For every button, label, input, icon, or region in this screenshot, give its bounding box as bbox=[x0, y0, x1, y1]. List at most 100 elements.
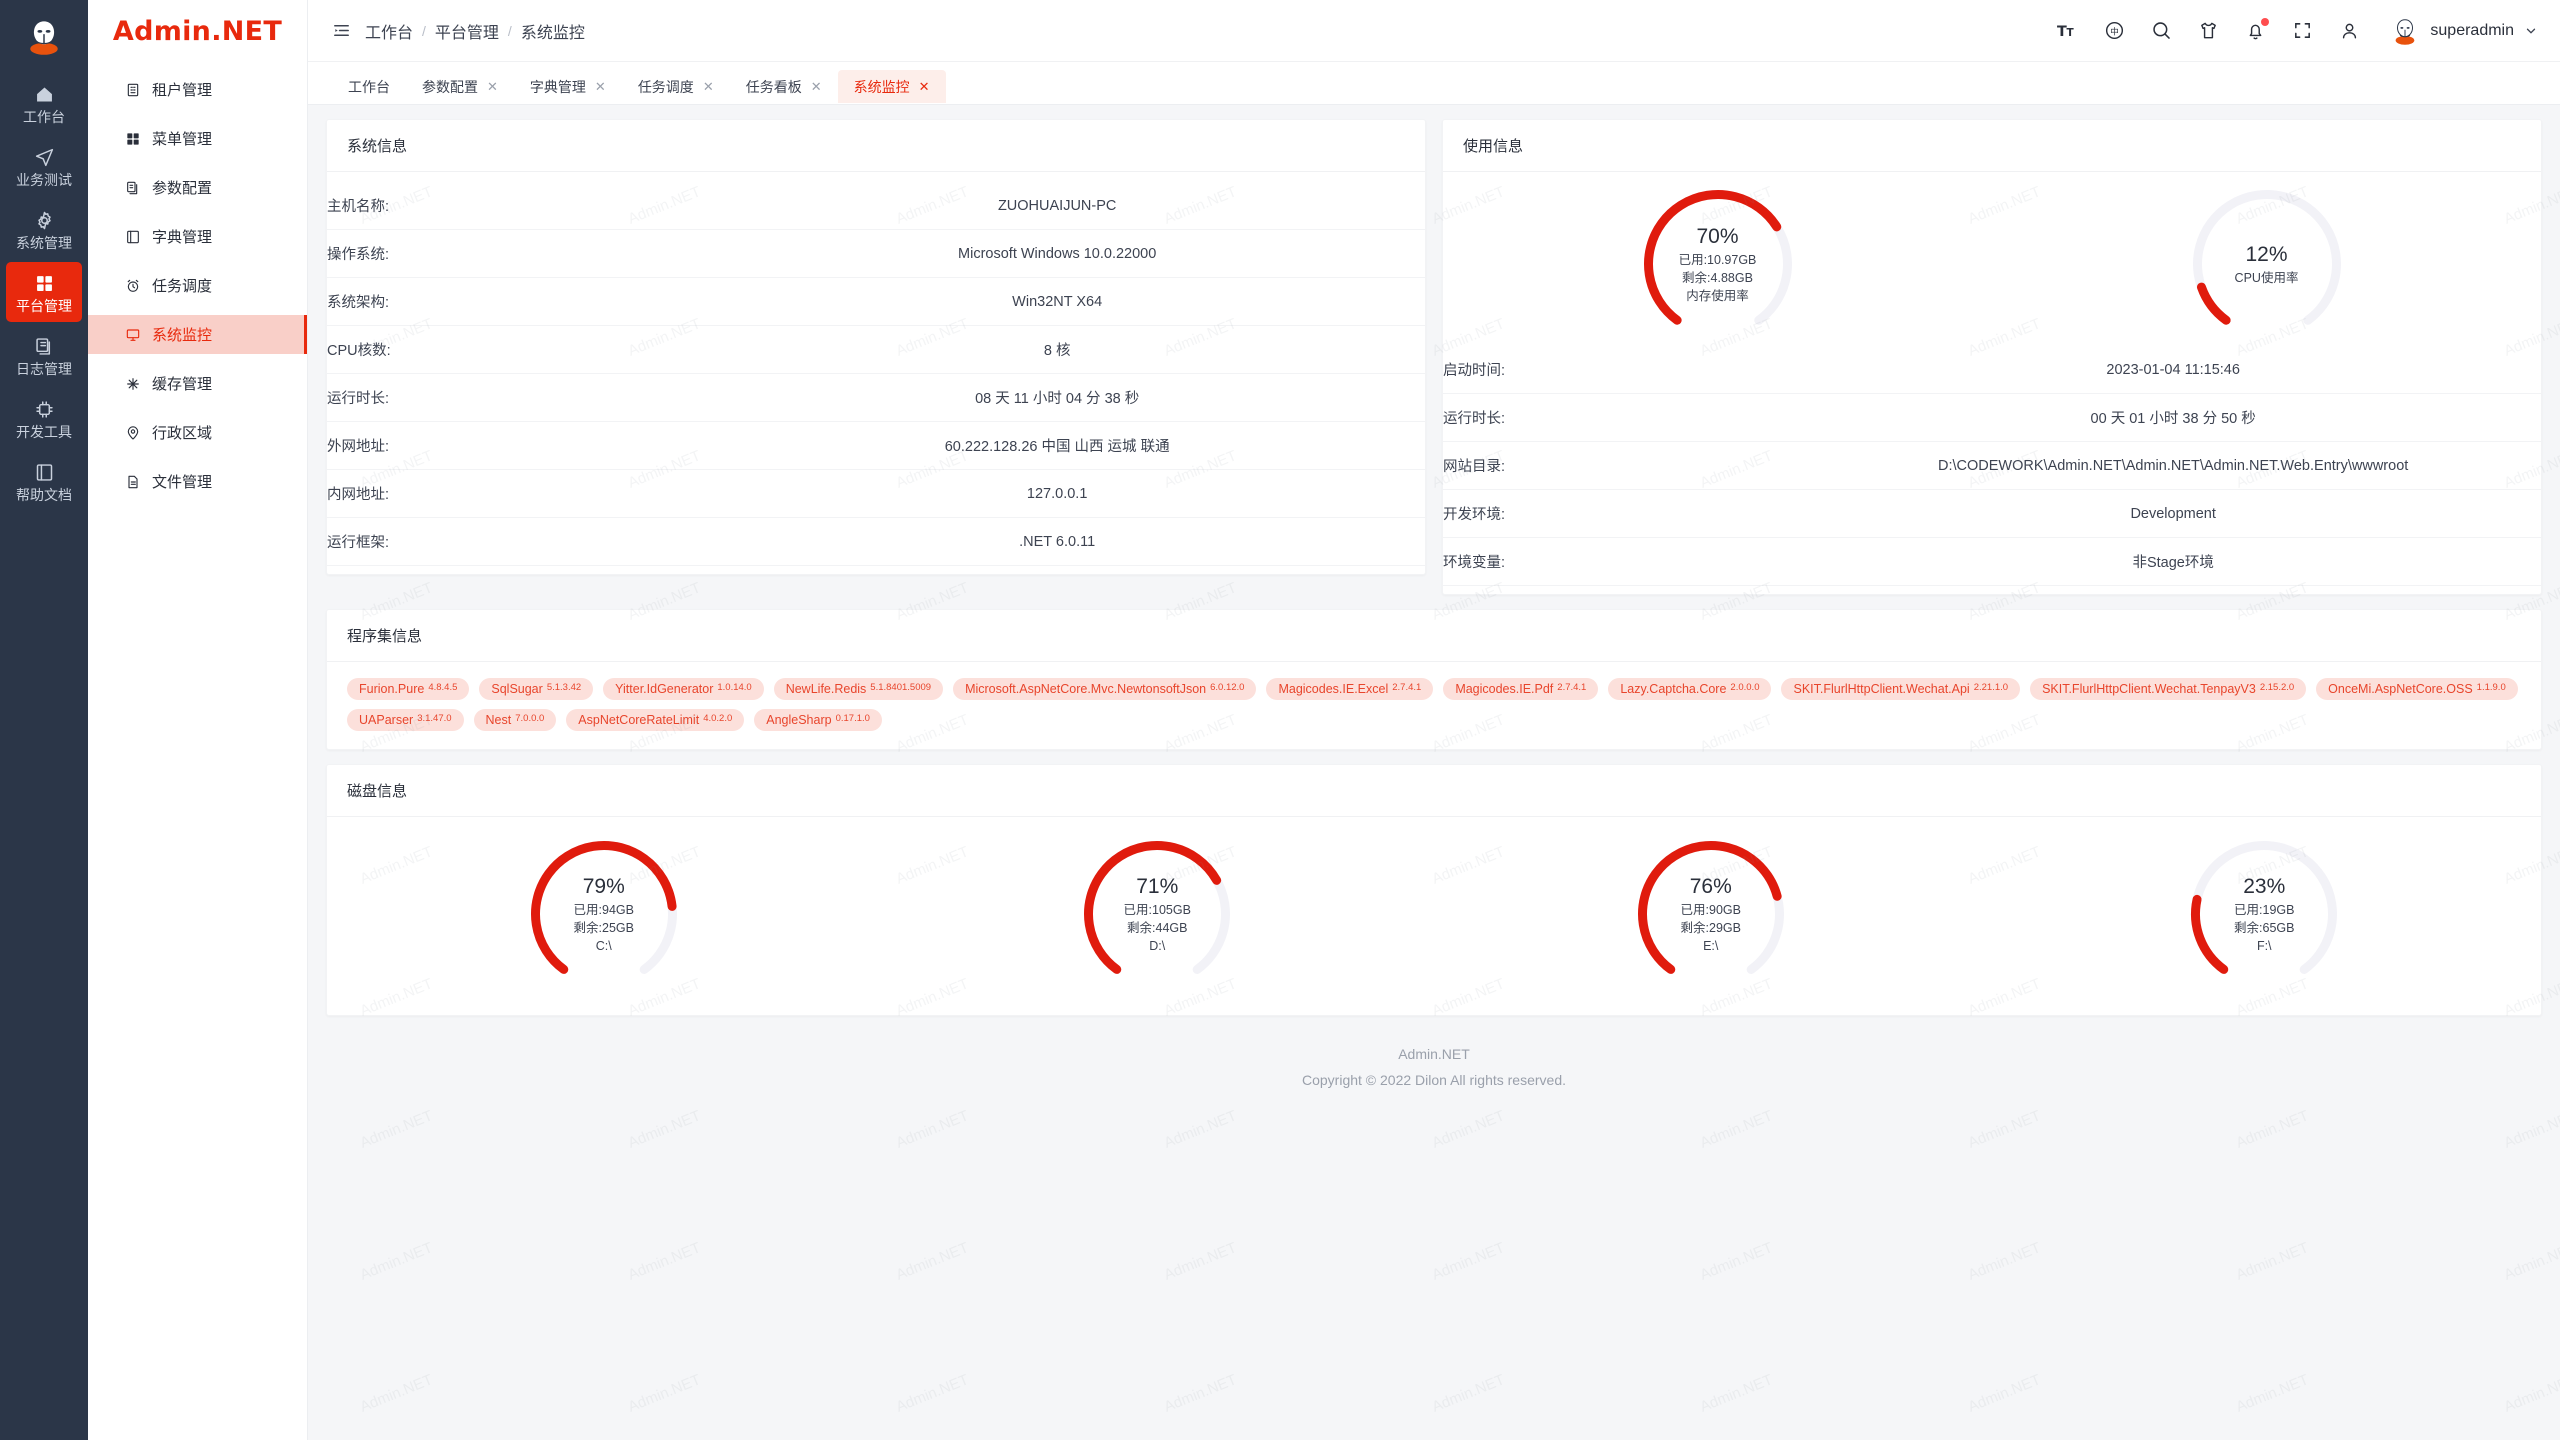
watermark-text: Admin.NET bbox=[357, 1107, 436, 1152]
rail-item-工作台[interactable]: 工作台 bbox=[6, 73, 82, 133]
watermark-text: Admin.NET bbox=[1161, 1239, 1240, 1284]
tab-任务调度[interactable]: 任务调度 ✕ bbox=[622, 70, 730, 103]
package-tag: Yitter.IdGenerator 1.0.14.0 bbox=[603, 678, 764, 700]
sidebar-item-字典管理[interactable]: 字典管理 bbox=[88, 217, 307, 256]
assembly-info-card: 程序集信息 Furion.Pure 4.8.4.5 SqlSugar 5.1.3.42… bbox=[326, 609, 2542, 750]
tab-close-icon[interactable]: ✕ bbox=[487, 79, 498, 94]
breadcrumb: 工作台 / 平台管理 / 系统监控 bbox=[365, 19, 585, 43]
watermark-text: Admin.NET bbox=[1965, 1107, 2044, 1152]
system-info-card: 系统信息 主机名称: ZUOHUAIJUN-PC 操作系统: Microsoft … bbox=[326, 119, 1426, 575]
rail-item-开发工具[interactable]: 开发工具 bbox=[6, 388, 82, 448]
table-row: 网站目录: D:\CODEWORK\Admin.NET\Admin.NET\Ad… bbox=[1443, 441, 2541, 490]
sidebar-item-label: 缓存管理 bbox=[152, 376, 213, 393]
sidebar-item-菜单管理[interactable]: 菜单管理 bbox=[88, 119, 307, 158]
info-value: 非Stage环境 bbox=[1805, 537, 2541, 586]
rail-item-label: 系统管理 bbox=[16, 235, 72, 251]
info-key: 运行时长: bbox=[1443, 393, 1806, 442]
sidebar-item-文件管理[interactable]: 文件管理 bbox=[88, 462, 307, 501]
watermark-text: Admin.NET bbox=[625, 1107, 704, 1152]
package-version: 2.0.0.0 bbox=[1730, 682, 1760, 693]
gauge-sublabel: 已用:90GB bbox=[1680, 903, 1741, 918]
rail-item-业务测试[interactable]: 业务测试 bbox=[6, 136, 82, 196]
package-tag: Microsoft.AspNetCore.Mvc.NewtonsoftJson 6… bbox=[953, 678, 1257, 700]
theme-icon[interactable] bbox=[2198, 20, 2219, 41]
rail-item-平台管理[interactable]: 平台管理 bbox=[6, 262, 82, 322]
language-icon[interactable]: 中 bbox=[2104, 20, 2125, 41]
info-key: 开发环境: bbox=[1443, 489, 1806, 538]
send-icon bbox=[34, 147, 55, 168]
rail-item-帮助文档[interactable]: 帮助文档 bbox=[6, 451, 82, 511]
tab-close-icon[interactable]: ✕ bbox=[918, 79, 930, 94]
page-content: 系统信息 主机名称: ZUOHUAIJUN-PC 操作系统: Microsoft … bbox=[308, 105, 2560, 1440]
package-name: SqlSugar bbox=[491, 682, 543, 696]
sidebar-item-租户管理[interactable]: 租户管理 bbox=[88, 70, 307, 109]
breadcrumb-item[interactable]: 工作台 bbox=[365, 24, 414, 42]
memory-gauge: 70% 已用:10.97GB 剩余:4.88GB 内存使用率 bbox=[1642, 188, 1794, 340]
grid-icon bbox=[34, 273, 55, 294]
sidebar-item-label: 文件管理 bbox=[152, 474, 213, 491]
account-icon[interactable] bbox=[2339, 20, 2360, 41]
package-name: UAParser bbox=[359, 713, 414, 727]
watermark-text: Admin.NET bbox=[1429, 1107, 1508, 1152]
package-version: 5.1.3.42 bbox=[546, 682, 582, 693]
rail-item-日志管理[interactable]: 日志管理 bbox=[6, 325, 82, 385]
package-name: Furion.Pure bbox=[359, 682, 425, 696]
package-name: OnceMi.AspNetCore.OSS bbox=[2328, 682, 2473, 696]
sidebar-item-任务调度[interactable]: 任务调度 bbox=[88, 266, 307, 305]
watermark-text: Admin.NET bbox=[1965, 1239, 2044, 1284]
secondary-sidebar: Admin.NET 租户管理 菜单管理 参数配置 字典管理 任务调度 系统监控 … bbox=[88, 0, 308, 1440]
tab-label: 字典管理 bbox=[529, 78, 586, 95]
gauge-value-arc bbox=[1643, 190, 1792, 338]
package-tag: Nest 7.0.0.0 bbox=[473, 709, 557, 731]
watermark-text: Admin.NET bbox=[2233, 1239, 2312, 1284]
rail-item-系统管理[interactable]: 系统管理 bbox=[6, 199, 82, 259]
sidebar-item-label: 参数配置 bbox=[152, 180, 213, 197]
tab-任务看板[interactable]: 任务看板 ✕ bbox=[730, 70, 838, 103]
tab-工作台[interactable]: 工作台 bbox=[332, 70, 406, 103]
book-icon bbox=[124, 228, 141, 245]
sidebar-item-行政区域[interactable]: 行政区域 bbox=[88, 413, 307, 452]
watermark-text: Admin.NET bbox=[1697, 1107, 1776, 1152]
sidebar-item-缓存管理[interactable]: 缓存管理 bbox=[88, 364, 307, 403]
info-key: 外网地址: bbox=[327, 421, 690, 470]
watermark-text: Admin.NET bbox=[1161, 1107, 1240, 1152]
breadcrumb-item[interactable]: 平台管理 bbox=[434, 24, 499, 42]
user-menu[interactable]: superadmin bbox=[2390, 16, 2538, 46]
gauge-sublabel: F:\ bbox=[2256, 938, 2272, 953]
menu-collapse-icon[interactable] bbox=[332, 21, 351, 40]
sidebar-item-系统监控[interactable]: 系统监控 bbox=[88, 315, 307, 354]
breadcrumb-item[interactable]: 系统监控 bbox=[520, 24, 585, 42]
disk-f-gauge: 23% 已用:19GB 剩余:65GB F:\ bbox=[2189, 839, 2339, 989]
gauge-sublabel: 剩余:65GB bbox=[2234, 921, 2295, 936]
info-value: D:\CODEWORK\Admin.NET\Admin.NET\Admin.NE… bbox=[1805, 441, 2541, 490]
chevron-down-icon[interactable] bbox=[2524, 24, 2538, 38]
gauge-value-arc bbox=[2192, 190, 2341, 338]
sidebar-item-参数配置[interactable]: 参数配置 bbox=[88, 168, 307, 207]
disk-cell: 79% 已用:94GB 剩余:25GB C:\ bbox=[327, 839, 881, 989]
package-name: Magicodes.IE.Excel bbox=[1278, 682, 1389, 696]
tab-close-icon[interactable]: ✕ bbox=[594, 79, 606, 94]
tab-close-icon[interactable]: ✕ bbox=[702, 79, 714, 94]
tab-参数配置[interactable]: 参数配置 ✕ bbox=[406, 70, 514, 103]
notification-icon[interactable] bbox=[2245, 18, 2270, 41]
footer: Admin.NET Copyright © 2022 Dilon All rig… bbox=[326, 1016, 2542, 1114]
package-version: 3.1.47.0 bbox=[417, 713, 452, 724]
building-icon bbox=[124, 81, 141, 98]
search-icon[interactable] bbox=[2151, 20, 2172, 41]
gauge-sublabel: 剩余:4.88GB bbox=[1682, 271, 1753, 286]
info-value: 00 天 01 小时 38 分 50 秒 bbox=[1805, 393, 2541, 442]
tab-字典管理[interactable]: 字典管理 ✕ bbox=[514, 70, 622, 103]
tab-close-icon[interactable]: ✕ bbox=[810, 79, 822, 94]
username-label: superadmin bbox=[2430, 21, 2514, 39]
disk-cell: 71% 已用:105GB 剩余:44GB D:\ bbox=[881, 839, 1435, 989]
package-version: 7.0.0.0 bbox=[515, 713, 545, 724]
submenu-list: 租户管理 菜单管理 参数配置 字典管理 任务调度 系统监控 缓存管理 行政区域 … bbox=[88, 62, 307, 511]
package-name: Microsoft.AspNetCore.Mvc.NewtonsoftJson bbox=[965, 682, 1207, 696]
fullscreen-icon[interactable] bbox=[2292, 20, 2313, 41]
tab-系统监控[interactable]: 系统监控 ✕ bbox=[837, 70, 946, 103]
table-row: 运行时长: 08 天 11 小时 04 分 38 秒 bbox=[327, 373, 1425, 422]
breadcrumb-separator: / bbox=[507, 22, 512, 39]
monitor-icon bbox=[124, 326, 141, 343]
